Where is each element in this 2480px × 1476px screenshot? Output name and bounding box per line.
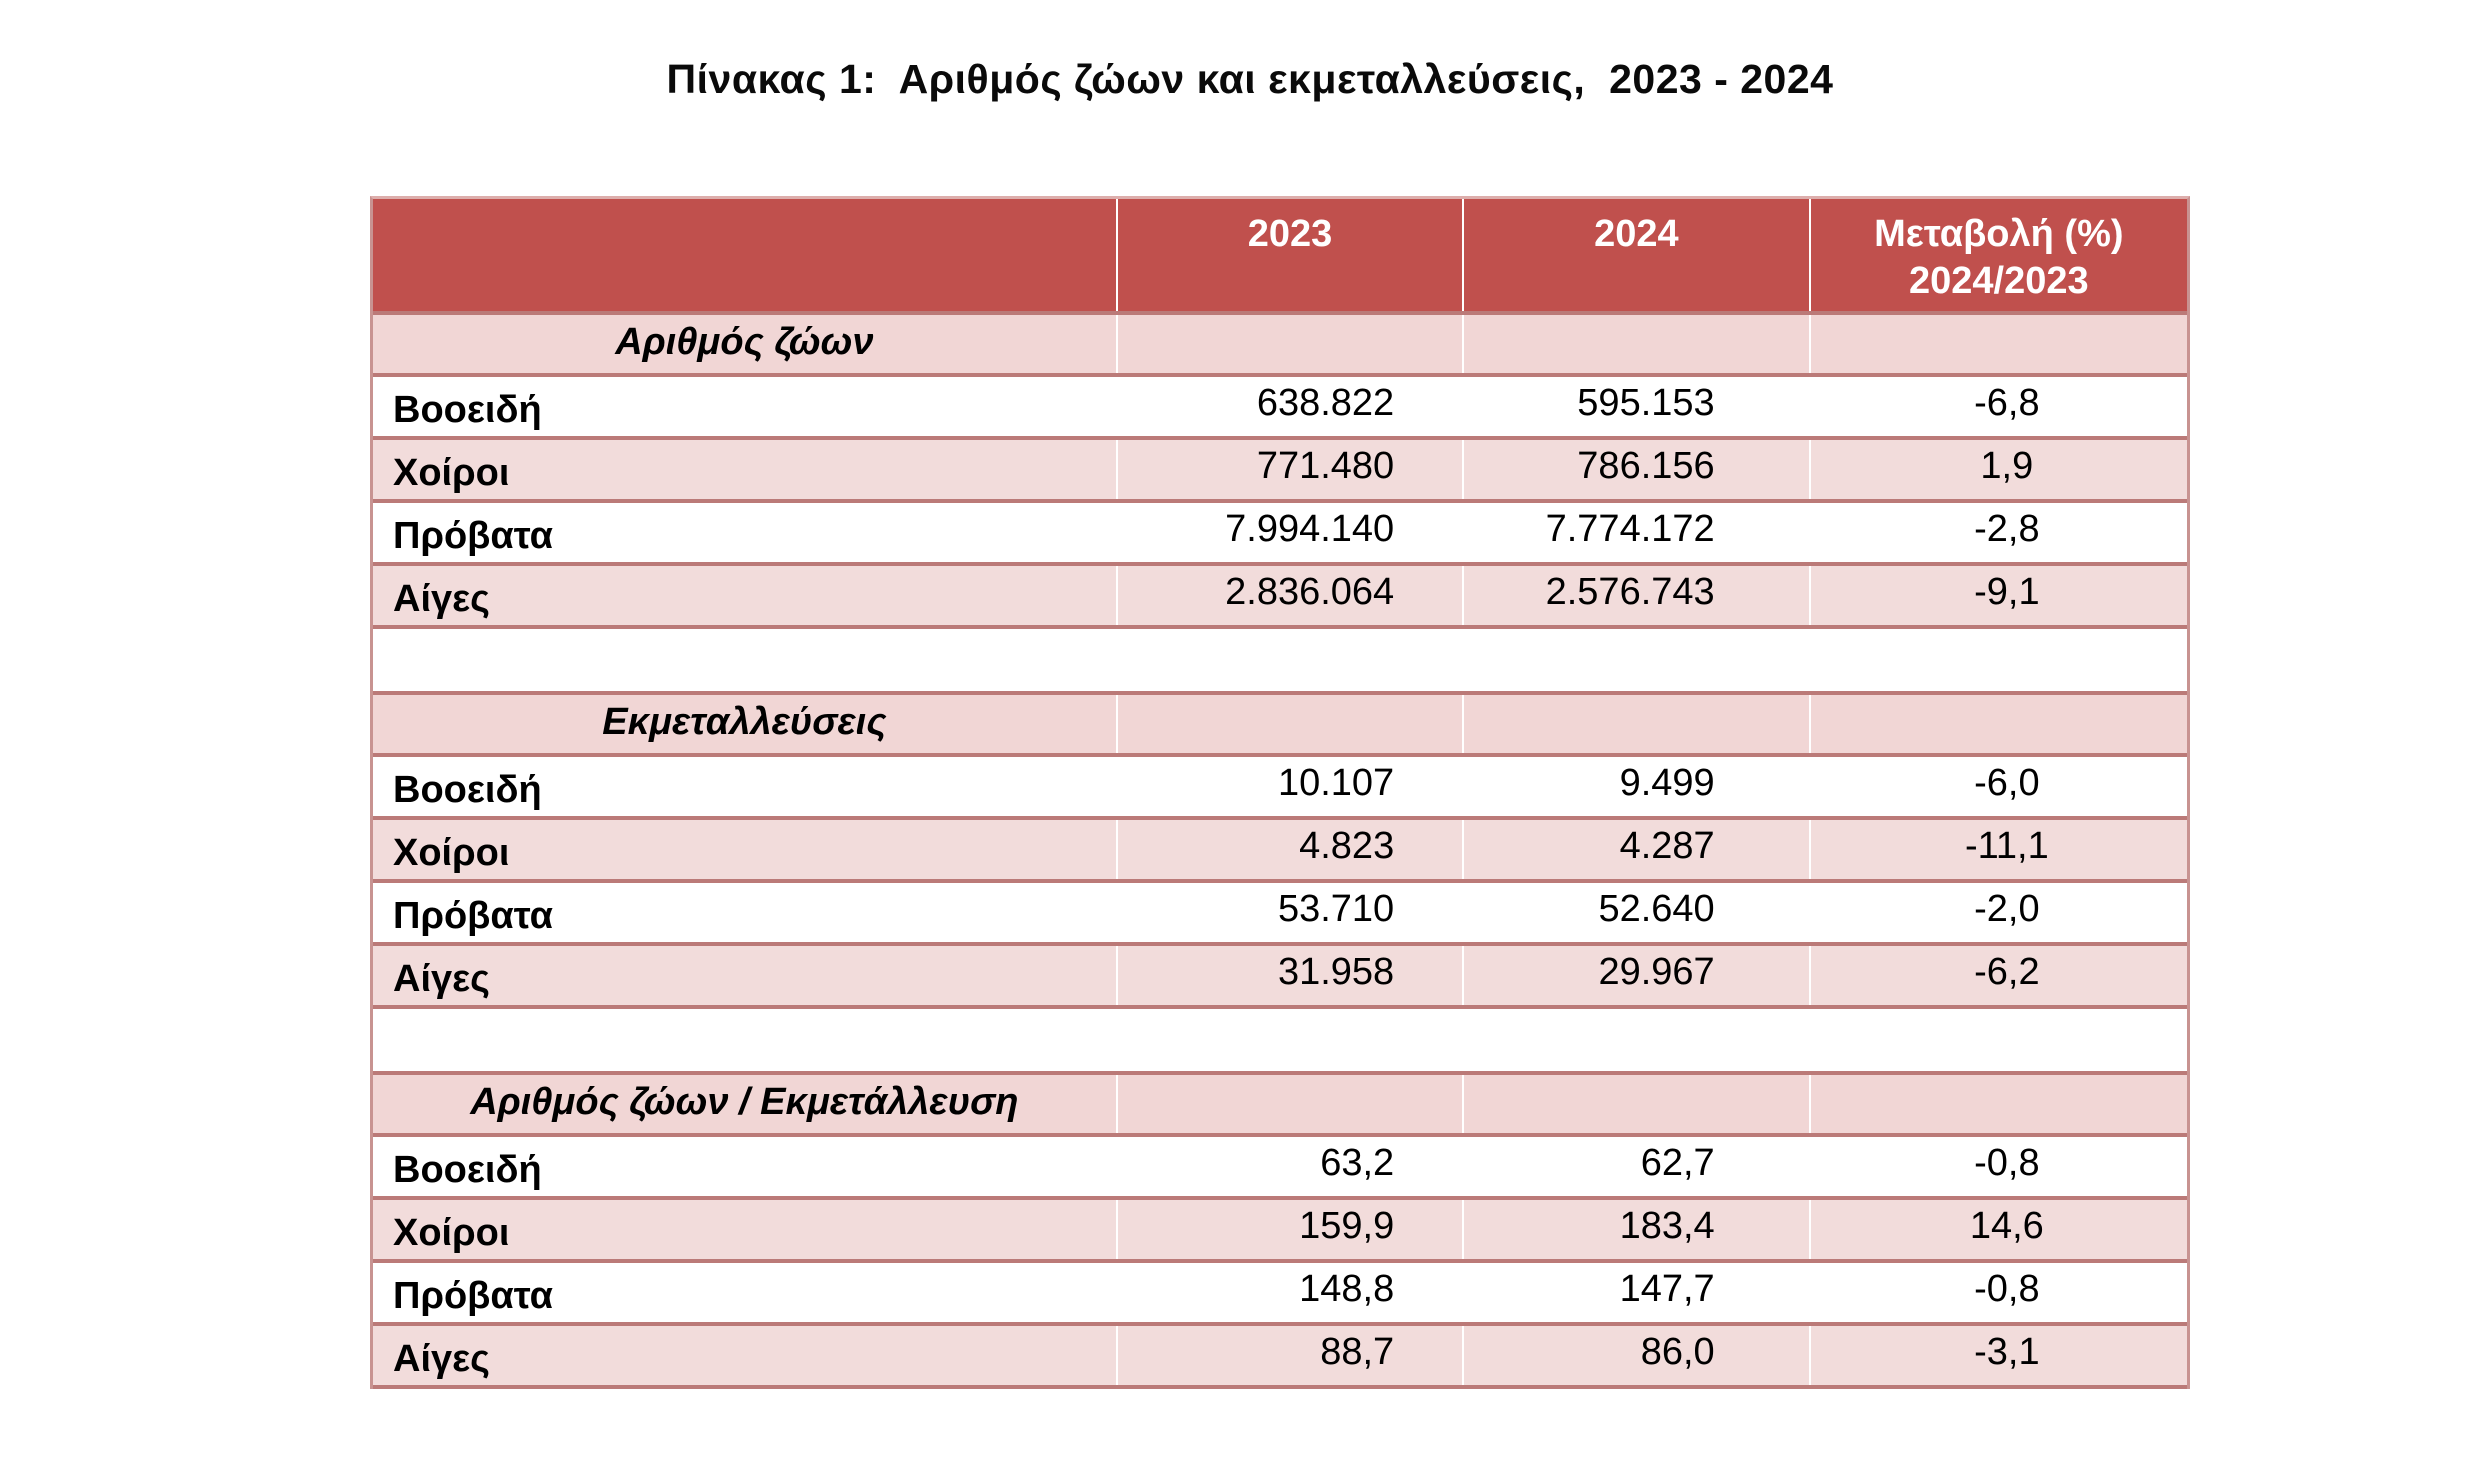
- table-row: Βοοειδή 638.822 595.153 -6,8: [373, 375, 2187, 440]
- value-2024: 52.640: [1463, 881, 1811, 946]
- value-2023: 638.822: [1116, 375, 1465, 440]
- value-2024: 595.153: [1463, 375, 1811, 440]
- value-2024: 9.499: [1463, 755, 1811, 820]
- section-header-animals: Αριθμός ζώων: [373, 313, 2187, 377]
- table-row: Βοοειδή 10.107 9.499 -6,0: [373, 755, 2187, 820]
- value-change: -2,0: [1809, 881, 2187, 946]
- statistics-table: 2023 2024 Μεταβολή (%) 2024/2023 Αριθμός…: [373, 199, 2187, 1389]
- table-caption: Πίνακας 1: Αριθμός ζώων και εκμεταλλεύσε…: [666, 56, 1834, 102]
- section-title: Αριθμός ζώων: [373, 313, 1118, 377]
- value-2024: 2.576.743: [1463, 564, 1811, 629]
- section-title: Αριθμός ζώων / Εκμετάλλευση: [373, 1073, 1118, 1137]
- value-2023: 4.823: [1116, 818, 1465, 883]
- value-2024: 786.156: [1463, 438, 1811, 503]
- section-header-holdings: Εκμεταλλεύσεις: [373, 693, 2187, 757]
- row-label: Αίγες: [373, 944, 1118, 1009]
- value-change: -0,8: [1809, 1261, 2187, 1326]
- table-row: Χοίροι 159,9 183,4 14,6: [373, 1198, 2187, 1263]
- row-label: Πρόβατα: [373, 501, 1118, 566]
- value-2024: 86,0: [1463, 1324, 1811, 1389]
- table-row: Πρόβατα 148,8 147,7 -0,8: [373, 1261, 2187, 1326]
- row-label: Βοοειδή: [373, 1135, 1118, 1200]
- header-empty-cell: [373, 199, 1118, 315]
- row-label: Πρόβατα: [373, 881, 1118, 946]
- table-row: Χοίροι 771.480 786.156 1,9: [373, 438, 2187, 503]
- value-change: -0,8: [1809, 1135, 2187, 1200]
- table-row: Χοίροι 4.823 4.287 -11,1: [373, 818, 2187, 883]
- value-change: 14,6: [1809, 1198, 2187, 1263]
- value-2023: 159,9: [1116, 1198, 1465, 1263]
- table-row: Πρόβατα 7.994.140 7.774.172 -2,8: [373, 501, 2187, 566]
- row-label: Χοίροι: [373, 438, 1118, 503]
- header-change: Μεταβολή (%) 2024/2023: [1809, 199, 2187, 315]
- value-2023: 63,2: [1116, 1135, 1465, 1200]
- value-2023: 148,8: [1116, 1261, 1465, 1326]
- value-2023: 771.480: [1116, 438, 1465, 503]
- value-2023: 53.710: [1116, 881, 1465, 946]
- value-change: -6,0: [1809, 755, 2187, 820]
- header-change-line1: Μεταβολή (%): [1874, 213, 2124, 255]
- value-change: -11,1: [1809, 818, 2187, 883]
- row-label: Πρόβατα: [373, 1261, 1118, 1326]
- row-label: Αίγες: [373, 1324, 1118, 1389]
- table-header-row: 2023 2024 Μεταβολή (%) 2024/2023: [373, 199, 2187, 315]
- value-2024: 183,4: [1463, 1198, 1811, 1263]
- header-2023: 2023: [1116, 199, 1465, 315]
- table-row: Αίγες 2.836.064 2.576.743 -9,1: [373, 564, 2187, 629]
- table-row: Πρόβατα 53.710 52.640 -2,0: [373, 881, 2187, 946]
- value-2024: 7.774.172: [1463, 501, 1811, 566]
- row-label: Χοίροι: [373, 1198, 1118, 1263]
- table-row: Αίγες 31.958 29.967 -6,2: [373, 944, 2187, 1009]
- value-2023: 10.107: [1116, 755, 1465, 820]
- animals-holdings-table: 2023 2024 Μεταβολή (%) 2024/2023 Αριθμός…: [370, 196, 2190, 1389]
- spacer-row: [373, 627, 2187, 695]
- row-label: Βοοειδή: [373, 755, 1118, 820]
- header-2024: 2024: [1463, 199, 1811, 315]
- value-2023: 2.836.064: [1116, 564, 1465, 629]
- spacer-row: [373, 1007, 2187, 1075]
- value-change: -2,8: [1809, 501, 2187, 566]
- row-label: Βοοειδή: [373, 375, 1118, 440]
- value-2024: 62,7: [1463, 1135, 1811, 1200]
- value-2024: 29.967: [1463, 944, 1811, 1009]
- row-label: Χοίροι: [373, 818, 1118, 883]
- value-change: -6,2: [1809, 944, 2187, 1009]
- header-change-line2: 2024/2023: [1909, 260, 2089, 303]
- section-title: Εκμεταλλεύσεις: [373, 693, 1118, 757]
- value-2023: 88,7: [1116, 1324, 1465, 1389]
- value-2023: 7.994.140: [1116, 501, 1465, 566]
- value-change: -6,8: [1809, 375, 2187, 440]
- section-header-animals-per-holding: Αριθμός ζώων / Εκμετάλλευση: [373, 1073, 2187, 1137]
- table-row: Αίγες 88,7 86,0 -3,1: [373, 1324, 2187, 1389]
- value-2024: 147,7: [1463, 1261, 1811, 1326]
- row-label: Αίγες: [373, 564, 1118, 629]
- value-change: -3,1: [1809, 1324, 2187, 1389]
- value-2023: 31.958: [1116, 944, 1465, 1009]
- value-2024: 4.287: [1463, 818, 1811, 883]
- table-row: Βοοειδή 63,2 62,7 -0,8: [373, 1135, 2187, 1200]
- value-change: -9,1: [1809, 564, 2187, 629]
- value-change: 1,9: [1809, 438, 2187, 503]
